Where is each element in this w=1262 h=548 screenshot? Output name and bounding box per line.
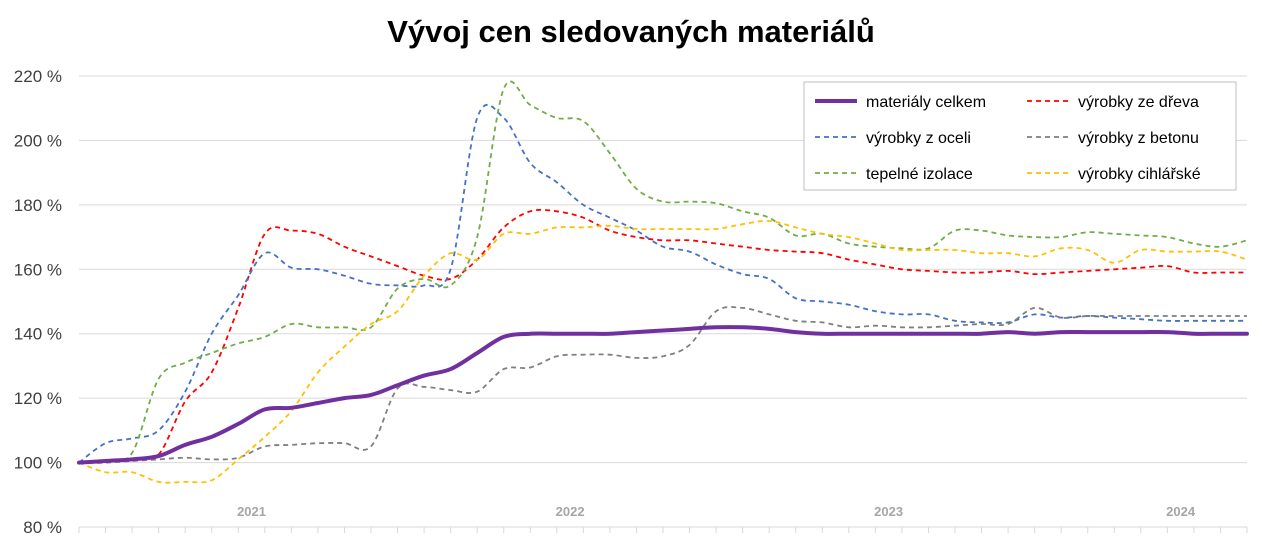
legend-label: výrobky cihlářské bbox=[1078, 166, 1201, 183]
x-year-label: 2022 bbox=[556, 504, 585, 519]
series-line-2 bbox=[78, 208, 1247, 464]
legend: materiály celkem výrobky ze dřeva výrobky … bbox=[803, 81, 1237, 191]
series-line-6 bbox=[78, 220, 1248, 484]
series-line-5 bbox=[78, 80, 1248, 464]
legend-label: materiály celkem bbox=[866, 94, 986, 111]
y-tick-label: 80 % bbox=[23, 518, 62, 537]
y-tick-label: 200 % bbox=[14, 131, 62, 150]
series-layer bbox=[77, 80, 1249, 484]
y-tick-label: 120 % bbox=[14, 389, 62, 408]
axis-layer: 80 % 100 % 120 % 140 % 160 % 180 % 200 % 220 % 2… bbox=[14, 67, 1248, 537]
x-year-label: 2023 bbox=[874, 504, 903, 519]
y-tick-label: 100 % bbox=[14, 454, 62, 473]
legend-label: tepelné izolace bbox=[866, 166, 973, 183]
chart-title: Vývoj cen sledovaných materiálů bbox=[387, 14, 875, 49]
legend-box bbox=[803, 81, 1237, 191]
y-tick-label: 220 % bbox=[14, 67, 62, 86]
legend-label: výrobky z oceli bbox=[866, 130, 971, 147]
y-tick-label: 160 % bbox=[14, 260, 62, 279]
x-year-label: 2024 bbox=[1166, 504, 1196, 519]
series-line-1 bbox=[77, 325, 1249, 465]
y-tick-label: 180 % bbox=[14, 196, 62, 215]
legend-label: výrobky z betonu bbox=[1078, 130, 1199, 147]
series-line-3 bbox=[78, 103, 1247, 464]
series-line-4 bbox=[78, 306, 1247, 464]
x-year-label: 2021 bbox=[237, 504, 266, 519]
legend-label: výrobky ze dřeva bbox=[1078, 94, 1199, 111]
y-tick-label: 140 % bbox=[14, 325, 62, 344]
